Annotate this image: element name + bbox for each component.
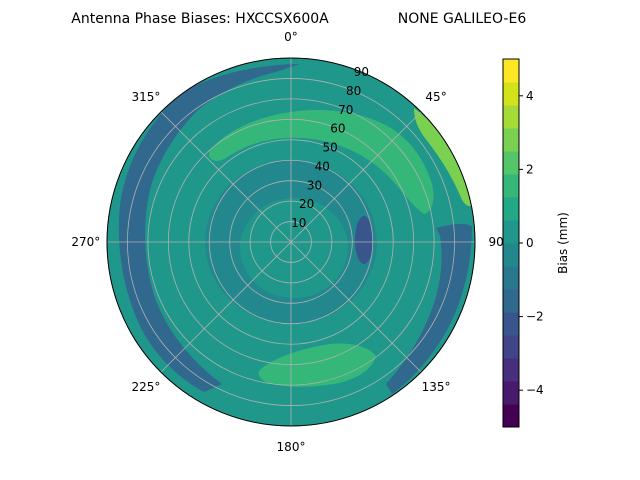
- angle-tick-label: 225°: [131, 380, 160, 394]
- angular-gridline: [160, 111, 292, 243]
- colorbar-cell: [503, 151, 519, 175]
- colorbar-cell: [503, 174, 519, 198]
- colorbar-tick-label: 4: [526, 89, 534, 103]
- contour-outer-west-ring: [118, 64, 300, 392]
- colorbar-cell: [503, 197, 519, 221]
- colorbar-cell: [503, 82, 519, 106]
- colorbar-cells: [503, 59, 519, 428]
- angular-gridline: [290, 111, 422, 243]
- contour-outer-east-ring: [386, 223, 472, 394]
- angular-gridline: [290, 241, 422, 373]
- colorbar-cell: [503, 243, 519, 267]
- chart-subtitle: NONE GALILEO-E6: [398, 11, 527, 27]
- colorbar-tick-label: −2: [526, 310, 544, 324]
- angular-gridlines: [107, 58, 475, 426]
- contour-south-plateau: [258, 343, 376, 387]
- polar-frame: [106, 57, 476, 427]
- radial-tick-label: 20: [299, 197, 314, 211]
- contour-center-patch: [268, 252, 324, 280]
- radial-tick-labels: 10 20 30 40 50 60 70 80 90: [291, 65, 369, 230]
- colorbar-tick-label: 2: [526, 162, 534, 176]
- angle-tick-label: 180°: [277, 440, 306, 454]
- angle-tick-label: 135°: [422, 380, 451, 394]
- angle-tick-label: 45°: [425, 90, 446, 104]
- chart-title: Antenna Phase Biases: HXCCSX600A: [71, 11, 329, 27]
- radial-tick-label: 50: [322, 141, 337, 155]
- colorbar-cell: [503, 289, 519, 313]
- colorbar-label: Bias (mm): [556, 212, 570, 274]
- radial-tick-label: 40: [315, 159, 330, 173]
- colorbar-cell: [503, 128, 519, 152]
- angle-tick-label: 315°: [131, 90, 160, 104]
- angular-gridline: [160, 241, 292, 373]
- angle-tick-label: 0°: [284, 30, 298, 44]
- radial-tick-label: 30: [307, 178, 322, 192]
- colorbar-cell: [503, 312, 519, 336]
- contour-east-pocket: [355, 216, 373, 264]
- colorbar-tick-label: −4: [526, 383, 544, 397]
- colorbar-ticks: −4 −2 0 2 4: [519, 89, 544, 397]
- colorbar-cell: [503, 381, 519, 405]
- colorbar-cell: [503, 404, 519, 428]
- radial-tick-label: 80: [346, 84, 361, 98]
- radial-tick-label: 60: [330, 122, 345, 136]
- radial-tick-label: 90: [354, 65, 369, 79]
- radial-tick-label: 10: [291, 216, 306, 230]
- colorbar-cell: [503, 266, 519, 290]
- contour-north-east-plateau: [209, 110, 434, 214]
- polar-plot: 10 20 30 40 50 60 70 80 90 0° 45° 90 135° 180° 225° 27…: [71, 30, 503, 454]
- angle-tick-label: 270°: [71, 235, 100, 249]
- colorbar: −4 −2 0 2 4 Bias (mm): [502, 58, 570, 428]
- colorbar-cell: [503, 358, 519, 382]
- colorbar-cell: [503, 335, 519, 359]
- colorbar-cell: [503, 105, 519, 129]
- angle-tick-labels: 0° 45° 90 135° 180° 225° 270° 315°: [71, 30, 503, 454]
- colorbar-tick-label: 0: [526, 236, 534, 250]
- radial-tick-label: 70: [338, 103, 353, 117]
- angle-tick-label: 90: [489, 235, 504, 249]
- colorbar-cell: [503, 59, 519, 83]
- contour-inner-ring: [205, 160, 377, 324]
- colorbar-cell: [503, 220, 519, 244]
- contour-north-east-rim: [414, 108, 474, 207]
